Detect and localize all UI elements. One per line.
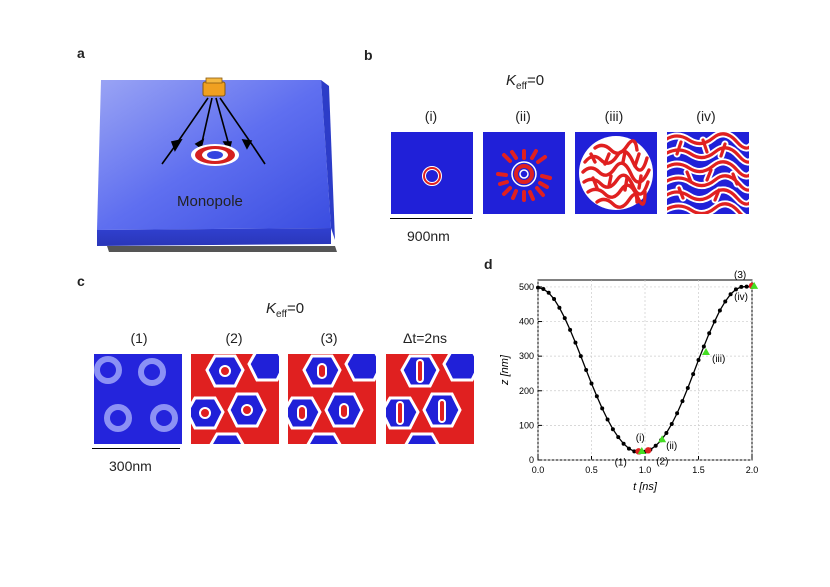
monopole-target (191, 144, 239, 166)
data-point (557, 305, 562, 310)
data-point (733, 287, 738, 292)
y-tick-label: 0 (529, 455, 534, 465)
marker-label: (i) (636, 433, 645, 444)
tile-b-iii (575, 132, 657, 214)
panel-label-a: a (77, 45, 85, 61)
marker-triangle (701, 348, 710, 355)
monopole-label: Monopole (177, 193, 243, 210)
x-tick-label: 1.0 (639, 465, 652, 475)
data-point (739, 284, 744, 289)
data-point (723, 299, 728, 304)
x-tick-label: 0.5 (585, 465, 598, 475)
projector-icon (202, 81, 226, 97)
x-tick-label: 0.0 (532, 465, 545, 475)
tile-label-b-iv: (iv) (696, 108, 716, 124)
data-point (685, 386, 690, 390)
y-tick-label: 100 (519, 420, 534, 430)
keff-label-b: Keff=0 (506, 72, 545, 92)
data-point (616, 435, 621, 440)
marker-triangle (750, 281, 759, 289)
data-point (600, 406, 605, 411)
y-tick-label: 300 (519, 351, 534, 361)
y-tick-label: 200 (519, 386, 534, 396)
tile-c-2 (191, 354, 279, 444)
tile-label-c-2: (2) (225, 330, 243, 346)
data-point (707, 331, 712, 336)
data-point (568, 327, 573, 332)
data-point (594, 394, 599, 399)
scale-bar-b (390, 218, 472, 219)
marker-label: (iv) (734, 292, 748, 303)
tile-label-c-1: (1) (130, 330, 148, 346)
data-point (664, 431, 669, 435)
marker-label: (1) (615, 457, 627, 468)
data-point (675, 411, 680, 416)
data-point (573, 340, 578, 345)
y-axis-label: z [nm] (499, 354, 511, 386)
tile-label-b-i: (i) (424, 108, 438, 124)
tile-b-ii (483, 132, 565, 214)
data-point (610, 427, 615, 432)
panel-label-c: c (77, 273, 85, 289)
data-point (589, 381, 594, 386)
marker-triangle (637, 447, 646, 454)
data-point (701, 344, 706, 349)
data-point (621, 441, 626, 446)
data-point (578, 354, 583, 359)
scale-bar-c (92, 448, 180, 449)
data-point (536, 285, 540, 290)
marker-label: (ii) (666, 441, 677, 452)
data-point (546, 290, 551, 295)
marker-dot (645, 447, 652, 454)
y-tick-label: 400 (519, 317, 534, 327)
data-point (562, 316, 567, 321)
x-tick-label: 1.5 (692, 465, 705, 475)
data-point (712, 319, 717, 324)
data-point (552, 297, 557, 302)
tile-c-4 (386, 354, 474, 444)
marker-triangle (658, 435, 667, 443)
data-point (696, 357, 701, 362)
tile-b-iv (667, 132, 749, 214)
tile-b-i (391, 132, 473, 214)
x-axis-label: t [ns] (633, 481, 658, 493)
tile-label-b-iii: (iii) (604, 108, 624, 124)
x-tick-label: 2.0 (746, 465, 759, 475)
z-vs-t-chart: 0.0 0.5 1.0 1.5 2.0 0 100 200 300 400 500 t [ns] z [… (499, 270, 759, 493)
scale-label-c: 300nm (109, 458, 152, 474)
marker-label: (2) (656, 456, 668, 467)
data-point (584, 368, 589, 372)
marker-label: (iii) (712, 354, 725, 365)
data-point (728, 292, 733, 297)
tile-c-3 (288, 354, 376, 444)
tile-c-1 (94, 354, 182, 444)
data-point (632, 449, 637, 454)
marker-label: (3) (734, 270, 746, 281)
monopole-illustration (97, 77, 337, 252)
data-point (541, 287, 546, 291)
tile-label-b-ii: (ii) (515, 108, 531, 124)
y-tick-label: 500 (519, 282, 534, 292)
data-point (626, 446, 631, 451)
data-point (691, 372, 696, 377)
keff-label-c: Keff=0 (266, 300, 305, 320)
panel-label-d: d (484, 256, 493, 272)
data-point (744, 284, 749, 289)
tile-label-c-4: Δt=2ns (403, 330, 447, 346)
data-point (680, 399, 685, 404)
scale-label-b: 900nm (407, 228, 450, 244)
data-point (669, 422, 674, 426)
data-point (605, 417, 610, 422)
tile-label-c-3: (3) (320, 330, 338, 346)
data-point (717, 308, 722, 313)
data-point (653, 443, 658, 448)
panel-label-b: b (364, 47, 373, 63)
